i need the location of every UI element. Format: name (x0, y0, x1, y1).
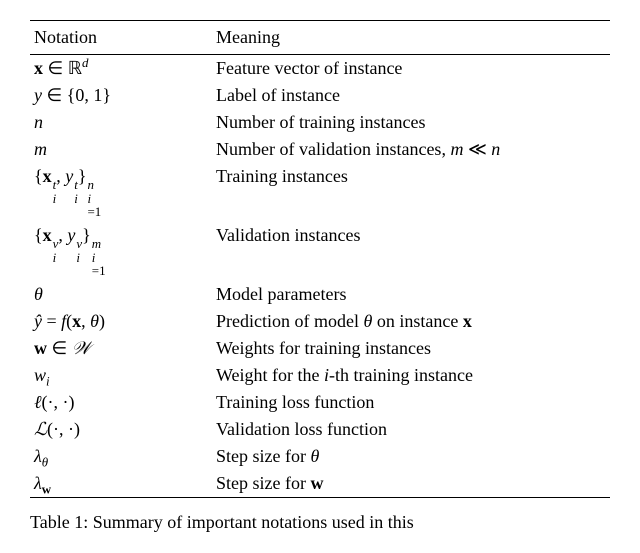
col-header-notation: Notation (30, 21, 212, 55)
notation-cell: y ∈ {0, 1} (30, 82, 212, 109)
notation-cell: λw (30, 470, 212, 498)
meaning-cell: Feature vector of instance (212, 55, 610, 83)
notation-cell: {xti, yti}ni=1 (30, 163, 212, 222)
col-header-meaning: Meaning (212, 21, 610, 55)
table-row: x ∈ ℝd Feature vector of instance (30, 55, 610, 83)
notation-cell: ŷ = f(x, θ) (30, 308, 212, 335)
meaning-cell: Validation instances (212, 222, 610, 281)
table-row: y ∈ {0, 1} Label of instance (30, 82, 610, 109)
table-row: ℒ(·, ·) Validation loss function (30, 416, 610, 443)
meaning-cell: Label of instance (212, 82, 610, 109)
notation-table: Notation Meaning x ∈ ℝd Feature vector o… (30, 20, 610, 498)
sym-m: m (34, 139, 47, 159)
meaning-cell: Training instances (212, 163, 610, 222)
sym-n: n (34, 112, 43, 132)
meaning-cell: Model parameters (212, 281, 610, 308)
table-row: w ∈ 𝒲 Weights for training instances (30, 335, 610, 362)
table-row: {xti, yti}ni=1 Training instances (30, 163, 610, 222)
notation-cell: wi (30, 362, 212, 389)
notation-cell: x ∈ ℝd (30, 55, 212, 83)
meaning-cell: Step size for θ (212, 443, 610, 470)
table-row: λw Step size for w (30, 470, 610, 498)
notation-cell: w ∈ 𝒲 (30, 335, 212, 362)
meaning-cell: Prediction of model θ on instance x (212, 308, 610, 335)
table-row: ℓ(·, ·) Training loss function (30, 389, 610, 416)
table-header-row: Notation Meaning (30, 21, 610, 55)
sym-theta: θ (34, 284, 43, 304)
table-row: m Number of validation instances, m ≪ n (30, 136, 610, 163)
table-row: wi Weight for the i-th training instance (30, 362, 610, 389)
meaning-cell: Weight for the i-th training instance (212, 362, 610, 389)
meaning-cell: Training loss function (212, 389, 610, 416)
meaning-cell: Number of validation instances, m ≪ n (212, 136, 610, 163)
notation-cell: θ (30, 281, 212, 308)
meaning-cell: Weights for training instances (212, 335, 610, 362)
notation-cell: λθ (30, 443, 212, 470)
meaning-cell: Step size for w (212, 470, 610, 498)
table-row: {xvi, yvi}mi=1 Validation instances (30, 222, 610, 281)
table-row: n Number of training instances (30, 109, 610, 136)
notation-cell: {xvi, yvi}mi=1 (30, 222, 212, 281)
table-row: ŷ = f(x, θ) Prediction of model θ on ins… (30, 308, 610, 335)
table-caption: Table 1: Summary of important notations … (30, 512, 610, 533)
notation-cell: ℓ(·, ·) (30, 389, 212, 416)
table-row: θ Model parameters (30, 281, 610, 308)
notation-cell: n (30, 109, 212, 136)
table-row: λθ Step size for θ (30, 443, 610, 470)
meaning-cell: Validation loss function (212, 416, 610, 443)
meaning-cell: Number of training instances (212, 109, 610, 136)
notation-cell: ℒ(·, ·) (30, 416, 212, 443)
notation-cell: m (30, 136, 212, 163)
